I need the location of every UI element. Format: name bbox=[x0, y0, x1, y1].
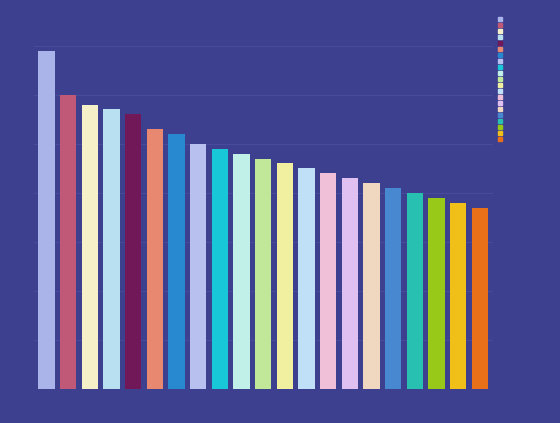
Bar bbox=[320, 173, 337, 389]
Bar bbox=[125, 114, 141, 389]
Bar bbox=[407, 193, 423, 389]
Bar bbox=[255, 159, 272, 389]
Bar bbox=[39, 51, 55, 389]
Bar bbox=[385, 188, 402, 389]
Bar bbox=[342, 178, 358, 389]
Bar bbox=[169, 134, 185, 389]
Bar bbox=[104, 110, 120, 389]
Bar bbox=[472, 208, 488, 389]
Bar bbox=[190, 144, 206, 389]
Bar bbox=[298, 168, 315, 389]
Bar bbox=[212, 149, 228, 389]
Bar bbox=[450, 203, 466, 389]
Bar bbox=[234, 154, 250, 389]
Bar bbox=[428, 198, 445, 389]
Bar bbox=[363, 183, 380, 389]
Bar bbox=[82, 104, 98, 389]
Bar bbox=[60, 95, 76, 389]
Bar bbox=[277, 163, 293, 389]
Bar bbox=[147, 129, 163, 389]
Legend: , , , , , , , , , , , , , , , , , , , , : , , , , , , , , , , , , , , , , , , , , bbox=[498, 16, 504, 143]
